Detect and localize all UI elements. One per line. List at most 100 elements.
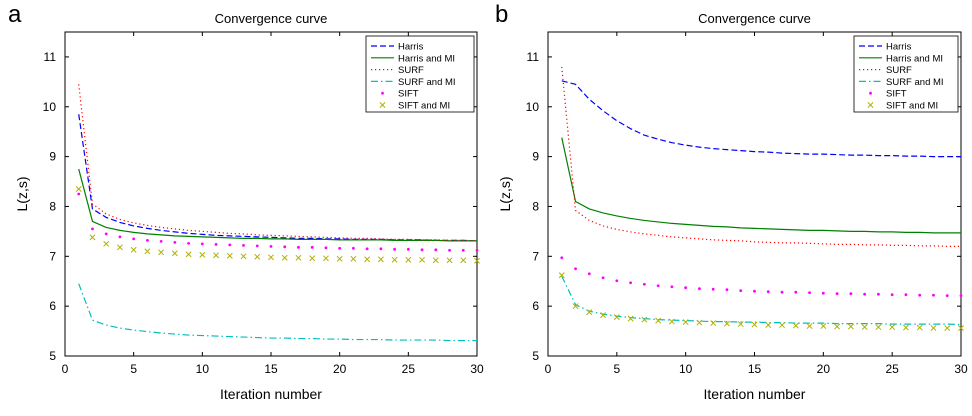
data-point — [475, 248, 479, 252]
data-point — [420, 248, 424, 252]
data-point — [132, 237, 136, 241]
series-line — [561, 80, 961, 158]
data-point — [240, 253, 247, 260]
legend-label: SIFT — [398, 89, 419, 100]
data-point — [352, 246, 355, 250]
data-point — [724, 320, 730, 327]
x-tick-label: 15 — [264, 362, 278, 376]
data-point — [710, 320, 717, 327]
data-point — [199, 251, 206, 258]
data-point — [751, 321, 758, 328]
data-point — [670, 285, 674, 289]
data-point — [586, 309, 593, 316]
series-sift-and-mi — [75, 186, 480, 264]
y-axis-label: L(z,s) — [14, 177, 30, 212]
data-point — [474, 257, 480, 264]
data-point — [765, 322, 772, 329]
data-point — [89, 234, 96, 241]
data-point — [406, 247, 410, 251]
y-tick-label: 9 — [49, 150, 56, 164]
data-point — [322, 255, 329, 262]
data-point — [959, 294, 963, 298]
data-point — [144, 248, 151, 255]
data-point — [834, 323, 841, 330]
data-point — [821, 291, 825, 295]
data-point — [820, 323, 827, 330]
data-point — [434, 248, 438, 252]
y-tick-label: 7 — [49, 249, 56, 263]
data-point — [446, 257, 453, 264]
series-surf — [561, 66, 961, 247]
data-point — [116, 244, 123, 251]
y-tick-label: 10 — [526, 100, 540, 114]
data-point — [779, 322, 785, 329]
y-axis-label: L(z,s) — [497, 177, 513, 212]
series-harris — [78, 114, 478, 242]
y-tick-label: 8 — [49, 199, 56, 213]
x-axis-label: Iteration number — [220, 386, 322, 402]
series-harris — [561, 80, 961, 158]
data-point — [766, 290, 770, 294]
data-point — [91, 227, 94, 231]
y-tick-label: 11 — [44, 50, 57, 64]
x-tick-label: 5 — [130, 362, 137, 376]
x-tick-label: 0 — [545, 362, 552, 376]
data-point — [806, 323, 813, 330]
legend-marker — [867, 102, 874, 108]
data-point — [391, 256, 398, 263]
data-point — [847, 323, 854, 330]
y-tick-label: 7 — [532, 249, 539, 263]
x-tick-label: 20 — [817, 362, 831, 376]
data-point — [448, 248, 451, 252]
data-point — [77, 192, 81, 196]
legend-label: Harris — [398, 42, 424, 53]
data-point — [103, 240, 110, 247]
data-point — [696, 319, 703, 326]
data-point — [944, 325, 951, 332]
data-point — [173, 240, 177, 244]
legend-label: SURF and MI — [886, 77, 944, 88]
data-point — [405, 256, 412, 263]
legend-label: SIFT — [886, 89, 907, 100]
legend-label: SURF — [398, 65, 424, 76]
data-point — [185, 251, 192, 258]
x-tick-label: 30 — [954, 362, 968, 376]
data-point — [365, 247, 369, 251]
data-point — [158, 249, 165, 256]
x-tick-label: 25 — [402, 362, 416, 376]
data-point — [587, 272, 591, 276]
series-sift — [560, 256, 963, 298]
data-point — [187, 241, 191, 245]
series-line — [78, 168, 477, 242]
data-point — [560, 256, 564, 260]
series-line — [561, 275, 962, 326]
data-point — [269, 244, 273, 248]
data-point — [753, 289, 756, 293]
y-tick-label: 6 — [532, 299, 539, 313]
data-point — [932, 293, 935, 297]
data-point — [725, 288, 729, 292]
data-point — [295, 254, 302, 261]
data-point — [226, 252, 233, 259]
data-point — [350, 255, 357, 262]
data-point — [574, 267, 577, 271]
data-point — [890, 293, 894, 297]
data-point — [916, 324, 923, 331]
data-point — [379, 247, 383, 251]
data-point — [297, 245, 300, 249]
data-point — [200, 242, 204, 246]
data-point — [958, 325, 964, 332]
data-point — [601, 276, 605, 280]
data-point — [255, 244, 259, 248]
data-point — [75, 186, 82, 192]
x-tick-label: 15 — [748, 362, 762, 376]
data-point — [668, 318, 675, 325]
data-point — [460, 257, 467, 264]
series-line — [78, 114, 478, 242]
x-tick-label: 10 — [679, 362, 693, 376]
data-point — [684, 286, 688, 290]
x-tick-label: 25 — [885, 362, 899, 376]
